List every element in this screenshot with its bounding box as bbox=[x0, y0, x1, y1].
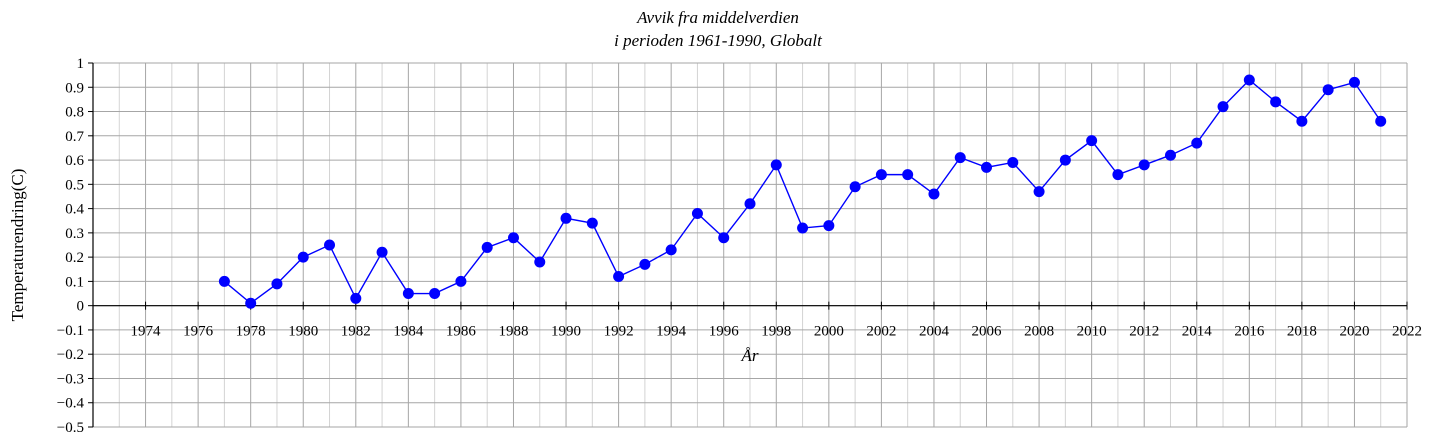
data-point bbox=[1033, 186, 1045, 198]
data-point bbox=[849, 181, 861, 193]
x-tick-label: 1986 bbox=[446, 324, 477, 340]
data-point bbox=[823, 220, 835, 232]
x-tick-label: 2012 bbox=[1129, 324, 1159, 340]
data-point bbox=[402, 288, 414, 300]
x-tick-label: 2010 bbox=[1077, 324, 1107, 340]
x-tick-label: 2018 bbox=[1287, 324, 1317, 340]
data-point bbox=[902, 169, 914, 181]
data-point bbox=[481, 241, 493, 253]
data-point bbox=[718, 232, 730, 244]
x-tick-label: 1988 bbox=[498, 324, 528, 340]
data-point bbox=[350, 292, 362, 304]
x-tick-label: 1980 bbox=[288, 324, 318, 340]
y-tick-label: 0.1 bbox=[65, 274, 84, 290]
chart-title-line2: i perioden 1961-1990, Globalt bbox=[614, 31, 823, 50]
y-tick-label: −0.4 bbox=[57, 396, 85, 412]
y-tick-label: 1 bbox=[77, 56, 85, 72]
x-tick-label: 1992 bbox=[604, 324, 634, 340]
data-point bbox=[1138, 159, 1150, 171]
x-tick-label: 1984 bbox=[393, 324, 424, 340]
x-tick-label: 1982 bbox=[341, 324, 371, 340]
x-tick-label: 1974 bbox=[131, 324, 162, 340]
data-point bbox=[744, 198, 756, 210]
data-point bbox=[1270, 96, 1282, 108]
x-tick-label: 2004 bbox=[919, 324, 950, 340]
y-tick-label: 0.9 bbox=[65, 80, 84, 96]
y-tick-label: −0.2 bbox=[57, 347, 84, 363]
y-tick-label: 0 bbox=[77, 299, 85, 315]
data-point bbox=[507, 232, 519, 244]
y-tick-label: 0.8 bbox=[65, 105, 84, 121]
data-point bbox=[1243, 74, 1255, 86]
x-axis-label: År bbox=[741, 346, 759, 365]
data-point bbox=[875, 169, 887, 181]
data-point bbox=[271, 278, 283, 290]
data-point bbox=[1059, 154, 1071, 166]
y-tick-labels: −0.5 −0.4 −0.3 −0.2 −0.1 0 0.1 0.2 0.3 0.4 0.5 0.6 0… bbox=[57, 56, 85, 436]
data-point bbox=[665, 244, 677, 256]
y-tick-label: −0.3 bbox=[57, 371, 84, 387]
y-tick-label: −0.5 bbox=[57, 420, 84, 436]
y-axis-label: Temperaturendring(C) bbox=[8, 169, 27, 322]
data-point bbox=[1375, 115, 1387, 127]
data-point bbox=[1217, 101, 1229, 113]
data-point bbox=[1296, 115, 1308, 127]
x-tick-label: 1976 bbox=[183, 324, 214, 340]
x-tick-label: 1994 bbox=[656, 324, 687, 340]
data-point bbox=[613, 271, 625, 283]
x-tick-label: 2014 bbox=[1182, 324, 1213, 340]
data-point bbox=[1164, 149, 1176, 161]
data-point bbox=[534, 256, 546, 268]
y-tick-label: 0.2 bbox=[65, 250, 84, 266]
data-point bbox=[429, 288, 441, 300]
x-tick-label: 1996 bbox=[709, 324, 740, 340]
data-point bbox=[376, 246, 388, 258]
x-tick-label: 2020 bbox=[1339, 324, 1369, 340]
x-tick-label: 2002 bbox=[866, 324, 896, 340]
grid bbox=[92, 62, 1408, 428]
y-tick-label: 0.3 bbox=[65, 226, 84, 242]
data-point bbox=[455, 275, 467, 287]
y-tick-label: 0.6 bbox=[65, 153, 84, 169]
data-point bbox=[1086, 135, 1098, 147]
data-point bbox=[770, 159, 782, 171]
data-point bbox=[797, 222, 809, 234]
data-point bbox=[954, 152, 966, 164]
data-point bbox=[297, 251, 309, 263]
data-point bbox=[928, 188, 940, 200]
data-point bbox=[1322, 84, 1334, 96]
data-point bbox=[1112, 169, 1124, 181]
data-point bbox=[691, 207, 703, 219]
y-tick-label: 0.4 bbox=[65, 202, 84, 218]
x-tick-label: 2000 bbox=[814, 324, 844, 340]
y-tick-label: 0.5 bbox=[65, 177, 84, 193]
data-point bbox=[218, 275, 230, 287]
y-tick-label: −0.1 bbox=[57, 323, 84, 339]
x-tick-label: 2008 bbox=[1024, 324, 1054, 340]
data-point bbox=[586, 217, 598, 229]
x-tick-label: 1990 bbox=[551, 324, 581, 340]
x-tick-label: 2006 bbox=[972, 324, 1003, 340]
data-point bbox=[639, 258, 651, 270]
series-global bbox=[218, 74, 1387, 309]
x-tick-label: 2022 bbox=[1392, 324, 1422, 340]
y-tick-label: 0.7 bbox=[65, 129, 84, 145]
x-tick-label: 1978 bbox=[236, 324, 266, 340]
data-point bbox=[1348, 76, 1360, 88]
x-tick-labels: 1974 1976 1978 1980 1982 1984 1986 1988 1990 1992… bbox=[131, 324, 1422, 340]
x-tick-label: 1998 bbox=[761, 324, 791, 340]
axes bbox=[88, 62, 1408, 428]
data-point bbox=[981, 161, 993, 173]
data-point bbox=[560, 212, 572, 224]
data-point bbox=[324, 239, 336, 251]
chart-title-line1: Avvik fra middelverdien bbox=[636, 8, 799, 27]
x-tick-label: 2016 bbox=[1234, 324, 1265, 340]
data-point bbox=[1007, 156, 1019, 168]
data-point bbox=[245, 297, 257, 309]
data-point bbox=[1191, 137, 1203, 149]
